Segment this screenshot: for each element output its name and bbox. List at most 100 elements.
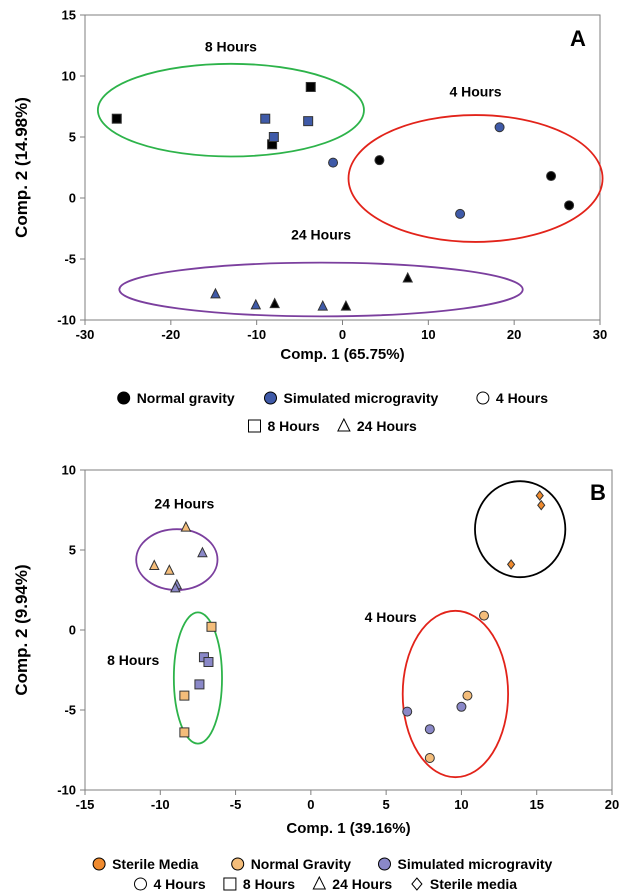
group-label: 24 Hours (154, 495, 214, 511)
x-axis-label: Comp. 1 (65.75%) (280, 346, 404, 363)
legend-label: Normal Gravity (251, 856, 352, 872)
x-tick-label: 10 (421, 327, 435, 342)
data-point (164, 564, 175, 575)
data-point (268, 132, 279, 142)
data-point (250, 298, 262, 310)
x-tick-label: 20 (605, 797, 619, 812)
data-point (260, 113, 271, 124)
y-tick-label: 10 (62, 463, 76, 478)
legend-label: 24 Hours (332, 876, 392, 892)
data-point (269, 297, 281, 309)
data-point (546, 171, 557, 182)
data-point (179, 727, 190, 738)
legend-marker (476, 391, 490, 405)
legend-marker (134, 877, 147, 891)
legend-label: Simulated microgravity (398, 856, 553, 872)
data-point (303, 116, 314, 127)
data-point (328, 157, 339, 168)
data-point (210, 287, 221, 299)
x-tick-label: -15 (76, 797, 95, 812)
x-tick-label: 5 (383, 797, 390, 812)
y-tick-label: -10 (57, 783, 76, 798)
x-tick-label: 10 (454, 797, 468, 812)
data-point (537, 499, 546, 511)
group-ellipse (96, 62, 365, 158)
x-tick-label: 30 (593, 327, 607, 342)
data-point (455, 208, 466, 219)
data-point (203, 657, 214, 667)
x-tick-label: -20 (161, 327, 180, 342)
data-point (148, 559, 160, 570)
data-point (535, 490, 544, 501)
y-tick-label: -5 (64, 252, 76, 267)
x-axis-label: Comp. 1 (39.16%) (286, 820, 410, 837)
x-tick-label: 15 (529, 797, 543, 812)
group-label: 4 Hours (449, 84, 501, 100)
data-point (402, 706, 413, 717)
group-label: 4 Hours (365, 609, 417, 625)
x-tick-label: -30 (76, 327, 95, 342)
legend-marker (223, 877, 237, 891)
panel-a: -30 -20 -10 0 10 20 30 -10 -5 0 5 10 15 Comp. 1 (65.7… (12, 8, 607, 435)
y-axis-label: Comp. 2 (14.98%) (12, 97, 31, 238)
y-tick-label: 10 (62, 69, 76, 84)
group-ellipse (401, 609, 510, 779)
group-ellipse (347, 114, 604, 243)
x-tick-label: -5 (230, 797, 242, 812)
y-tick-label: 5 (69, 130, 76, 145)
group-ellipse (172, 611, 223, 745)
plot-area-frame (84, 14, 601, 321)
legend-label: 24 Hours (357, 418, 417, 434)
legend-label: Sterile Media (112, 856, 199, 872)
legend-marker (378, 857, 391, 871)
legend-marker (248, 419, 261, 433)
legend-marker (312, 875, 327, 890)
data-point (424, 724, 435, 735)
x-tick-label: -10 (151, 797, 170, 812)
data-point (506, 559, 516, 570)
legend-label: 8 Hours (243, 876, 295, 892)
legend-label: 8 Hours (268, 418, 320, 434)
x-tick-label: -10 (247, 327, 266, 342)
data-point (402, 271, 414, 283)
data-point (317, 299, 329, 311)
data-point (170, 581, 181, 593)
panel-label: A (570, 26, 586, 51)
data-point (374, 155, 385, 166)
data-point (462, 690, 473, 701)
data-point (424, 753, 435, 763)
legend-label: Normal gravity (137, 390, 235, 406)
data-point (305, 81, 316, 92)
data-point (179, 690, 190, 701)
group-label: 24 Hours (291, 226, 351, 242)
plot-area-frame (84, 469, 613, 791)
panel-label: B (590, 480, 606, 505)
legend-marker (411, 877, 423, 891)
group-ellipse (474, 480, 567, 579)
group-label: 8 Hours (107, 652, 159, 668)
y-tick-label: 5 (69, 543, 76, 558)
data-point (456, 701, 467, 712)
data-point (111, 113, 122, 124)
legend-marker (337, 417, 351, 432)
y-tick-label: -10 (57, 313, 76, 328)
legend-marker (264, 391, 277, 405)
legend-label: Simulated microgravity (284, 390, 439, 406)
data-point (340, 299, 352, 311)
legend-marker (92, 857, 106, 871)
legend-label: Sterile media (430, 876, 517, 892)
data-point (564, 200, 575, 211)
data-point (206, 621, 217, 632)
y-tick-label: 15 (62, 8, 76, 23)
data-point (194, 679, 205, 690)
legend-label: 4 Hours (154, 876, 206, 892)
legend-marker (231, 857, 245, 871)
group-label: 8 Hours (205, 39, 257, 55)
data-point (494, 122, 505, 133)
group-ellipse (118, 261, 524, 318)
legend-label: 4 Hours (496, 390, 548, 406)
x-tick-label: 0 (307, 797, 314, 812)
data-point (479, 610, 490, 621)
x-tick-label: 0 (339, 327, 346, 342)
